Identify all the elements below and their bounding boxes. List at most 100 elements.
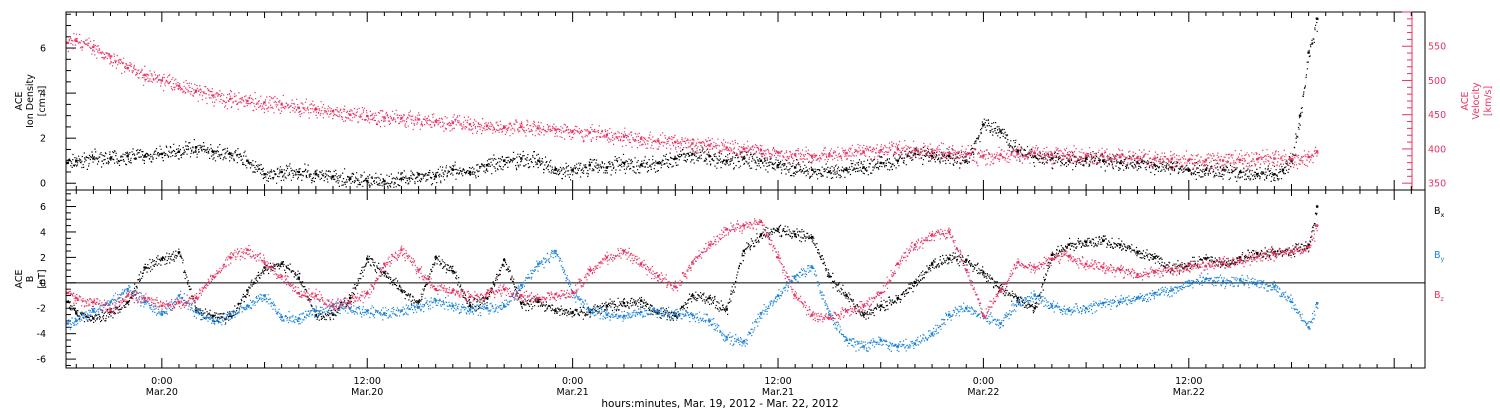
density-tick-label: 0 <box>40 179 46 190</box>
density-series-point <box>1281 168 1285 171</box>
velocity-series-point <box>828 153 831 156</box>
field-series-bz-point <box>92 300 95 304</box>
field-series-bx-point <box>348 296 352 300</box>
time-tick-label: 12:00 <box>354 376 381 387</box>
velocity-series-point <box>451 121 455 125</box>
field-series-bz-point <box>674 285 677 288</box>
field-series-bz-point <box>66 291 69 295</box>
field-series-by-point <box>109 300 112 304</box>
field-series-bx-point <box>862 313 865 316</box>
field-series-by-point <box>1170 289 1173 292</box>
velocity-series-point <box>1204 158 1208 162</box>
date-tick-label: Mar.21 <box>762 387 794 398</box>
time-tick-label: 0:00 <box>562 376 583 387</box>
velocity-tick-label: 400 <box>1428 144 1446 155</box>
field-series-bx-point <box>930 262 934 265</box>
legend-bz: Bz <box>1434 290 1445 303</box>
density-series-point <box>725 159 728 162</box>
field-series-by-point <box>999 322 1002 325</box>
field-series-bz-point <box>400 248 403 251</box>
field-series-by-point <box>622 314 626 318</box>
field-series-by-point <box>879 338 882 342</box>
velocity-series-point <box>263 101 266 104</box>
legend-by: By <box>1434 250 1445 263</box>
field-series-bz-point <box>1136 273 1139 277</box>
velocity-series-point <box>485 124 489 127</box>
field-series-bx-point <box>622 301 626 305</box>
velocity-series-point <box>109 55 112 58</box>
field-series-bz-point <box>297 291 300 295</box>
velocity-series-point <box>862 150 865 153</box>
time-tick-label: 0:00 <box>973 376 994 387</box>
field-series-by-point <box>1273 285 1276 288</box>
field-series-bx-point <box>879 304 882 307</box>
velocity-series-point <box>92 45 95 49</box>
density-tick-label: 2 <box>40 134 46 145</box>
field-series-by-point <box>588 308 591 311</box>
field-series-bz-point <box>1084 262 1088 265</box>
velocity-series-point <box>879 149 882 152</box>
field-series-by-point <box>1204 277 1208 281</box>
velocity-tick-label: 550 <box>1428 42 1446 53</box>
field-series-by-point <box>657 309 660 312</box>
velocity-axis-title: ACE Velocity [km/s] <box>1460 82 1494 120</box>
field-tick-label: -6 <box>37 355 46 366</box>
field-tick-label: -4 <box>37 329 46 340</box>
field-series-bz-point <box>999 287 1002 291</box>
field-series-by-point <box>502 304 506 307</box>
velocity-series-point <box>657 139 660 142</box>
field-series-by-point <box>75 319 78 323</box>
field-series-bx-point <box>66 300 69 304</box>
field-series-by-point <box>965 307 968 310</box>
velocity-tick-label: 500 <box>1428 76 1446 87</box>
field-series-by-point <box>211 319 215 323</box>
field-series-by-point <box>314 309 318 312</box>
field-tick-label: 0 <box>40 278 46 289</box>
velocity-series-point <box>793 153 797 156</box>
density-series-point <box>793 166 797 169</box>
field-panel-frame <box>65 189 1426 369</box>
velocity-series-point <box>383 116 386 119</box>
field-series-bx-point <box>947 257 951 260</box>
density-series-point <box>862 166 865 169</box>
field-series-by-point <box>263 294 266 297</box>
field-series-bx-point <box>400 289 403 292</box>
velocity-series-point <box>1153 157 1156 160</box>
density-series-point <box>520 157 523 160</box>
field-series-by-point <box>451 304 455 307</box>
field-series-by-point <box>1187 281 1191 285</box>
density-series-point <box>143 155 146 158</box>
field-series-bz-point <box>811 313 814 316</box>
field-series-bz-point <box>520 294 523 297</box>
field-series-by-point <box>725 336 728 339</box>
density-series-point <box>177 150 181 153</box>
velocity-series-point <box>930 150 934 153</box>
density-series-point <box>1298 114 1302 117</box>
velocity-series-point <box>554 128 557 131</box>
velocity-series-point <box>211 94 215 97</box>
field-series-by-point <box>1256 281 1259 285</box>
velocity-series-point <box>143 73 146 77</box>
density-series-point <box>1119 161 1122 165</box>
field-series-by-point <box>605 313 609 316</box>
date-tick-label: Mar.22 <box>967 387 999 398</box>
field-axis-unit: [nT] <box>37 269 48 288</box>
velocity-series <box>66 33 1319 172</box>
field-series-bx-point <box>811 235 814 239</box>
density-series-point <box>1273 173 1276 176</box>
density-series-scatter <box>67 17 1319 189</box>
field-series-bz-point <box>982 314 985 318</box>
field-series-bz-point <box>1033 266 1036 269</box>
field-series-bz-point <box>1102 266 1105 269</box>
field-series-bz-point <box>366 291 369 295</box>
velocity-series-point <box>229 97 232 101</box>
time-axis: 0:00Mar.2012:00Mar.200:00Mar.2112:00Mar.… <box>75 12 1412 398</box>
velocity-axis-title-line1: ACE <box>1460 92 1471 111</box>
velocity-series-point <box>1187 158 1191 162</box>
field-series-bx-point <box>297 276 300 279</box>
velocity-series-point <box>1016 152 1019 155</box>
density-series-point <box>1016 150 1019 153</box>
field-series-by-point <box>160 313 164 316</box>
density-series-point <box>109 157 112 160</box>
